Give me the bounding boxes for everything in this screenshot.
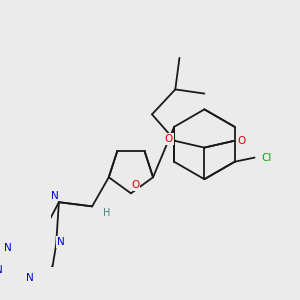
Text: Cl: Cl xyxy=(261,153,272,163)
Text: O: O xyxy=(238,136,246,146)
Text: O: O xyxy=(131,180,139,190)
Text: N: N xyxy=(57,237,65,247)
Text: O: O xyxy=(164,134,173,144)
Text: N: N xyxy=(4,243,12,253)
Text: N: N xyxy=(26,273,34,283)
Text: N: N xyxy=(0,265,3,275)
Text: H: H xyxy=(103,208,111,218)
Text: N: N xyxy=(51,190,59,200)
